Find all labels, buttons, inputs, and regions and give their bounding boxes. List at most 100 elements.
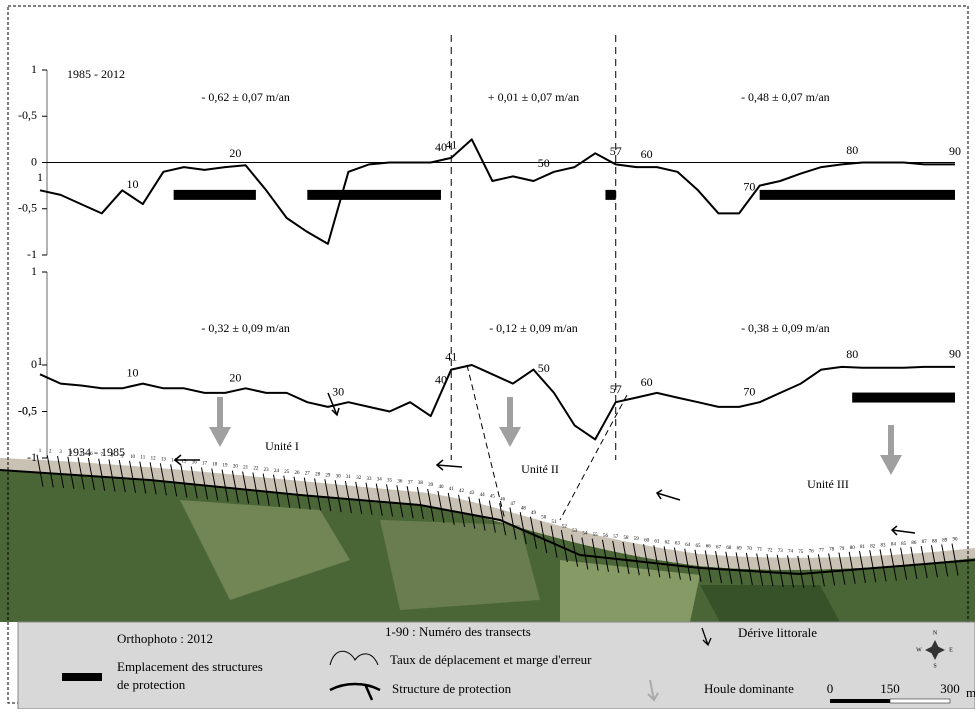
scale-bar (890, 699, 950, 703)
transect-number: 17 (202, 462, 208, 467)
transect-number: 82 (870, 544, 876, 549)
legend-text: Emplacement des structures (117, 659, 263, 674)
transect-number: 72 (767, 548, 773, 553)
transect-label: 50 (538, 361, 550, 375)
transect-number: 85 (901, 542, 907, 547)
transect-number: 52 (562, 524, 568, 529)
y-tick-label: 1 (31, 264, 37, 278)
rate-annotation: - 0,48 ± 0,07 m/an (741, 90, 830, 104)
transect-number: 66 (706, 545, 712, 550)
protection-bar (852, 393, 955, 403)
scale-label: 300 (940, 681, 960, 696)
scale-label: 150 (880, 681, 900, 696)
legend-text: Houle dominante (704, 681, 794, 696)
figure: 1234567891011121314151617181920212223242… (0, 0, 975, 709)
transect-number: 56 (603, 534, 609, 539)
transect-number: 76 (809, 549, 815, 554)
unit-label: Unité III (807, 477, 849, 491)
transect-number: 71 (757, 548, 763, 553)
transect-number: 34 (377, 478, 383, 483)
field (380, 520, 540, 610)
transect-number: 20 (233, 465, 239, 470)
transect-number: 38 (418, 481, 424, 486)
transect-number: 74 (788, 550, 794, 555)
transect-number: 35 (387, 479, 393, 484)
transect-label: 1 (37, 170, 43, 184)
transect-number: 48 (521, 506, 527, 511)
transect-number: 26 (295, 471, 301, 476)
scale-label: m (966, 685, 975, 700)
transect-number: 22 (253, 467, 259, 472)
y-tick-label: -1 (27, 247, 37, 261)
transect-label: 57 (610, 144, 622, 158)
legend-text: Dérive littorale (738, 625, 817, 640)
transect-number: 61 (654, 539, 660, 544)
protection-bar (605, 190, 615, 200)
transect-number: 79 (839, 547, 845, 552)
transect-label: 80 (846, 143, 858, 157)
transect-number: 51 (552, 520, 558, 525)
transect-number: 77 (819, 548, 825, 553)
compass-label: E (949, 647, 953, 653)
legend-text: Taux de déplacement et marge d'erreur (390, 652, 592, 667)
transect-number: 39 (428, 483, 434, 488)
transect-label: 30 (332, 188, 344, 202)
transect-number: 75 (798, 550, 804, 555)
transect-number: 36 (397, 479, 403, 484)
transect-label: 90 (949, 144, 961, 158)
transect-number: 49 (531, 511, 537, 516)
transect-number: 47 (510, 502, 516, 507)
transect-number: 89 (942, 539, 948, 544)
transect-number: 25 (284, 470, 290, 475)
transect-number: 87 (922, 540, 928, 545)
transect-number: 18 (212, 463, 218, 468)
rate-annotation: - 0,32 ± 0,09 m/an (201, 321, 290, 335)
transect-number: 78 (829, 548, 835, 553)
period-label: 1934 - 1985 (67, 445, 125, 459)
compass-label: S (933, 663, 936, 669)
y-tick-label: -0,5 (18, 201, 37, 215)
transect-number: 57 (613, 535, 619, 540)
y-tick-label: -0,5 (18, 108, 37, 122)
transect-number: 31 (346, 475, 352, 480)
transect-number: 50 (541, 515, 547, 520)
protection-bar (307, 190, 441, 200)
transect-number: 62 (665, 541, 671, 546)
scale-bar (830, 699, 890, 703)
transect-number: 21 (243, 466, 249, 471)
transect-label: 80 (846, 347, 858, 361)
y-tick-label: -1 (27, 450, 37, 464)
transect-number: 33 (366, 477, 372, 482)
transect-label: 60 (641, 375, 653, 389)
transect-label: 50 (538, 156, 550, 170)
rate-annotation: - 0,38 ± 0,09 m/an (741, 321, 830, 335)
y-tick-label: 0 (31, 154, 37, 168)
unit-label: Unité I (265, 439, 299, 453)
transect-number: 24 (274, 469, 280, 474)
transect-label: 20 (229, 146, 241, 160)
transect-number: 64 (685, 543, 691, 548)
transect-number: 23 (264, 468, 270, 473)
period-label: 1985 - 2012 (67, 67, 125, 81)
transect-number: 63 (675, 542, 681, 547)
rate-annotation: - 0,62 ± 0,07 m/an (201, 90, 290, 104)
transect-number: 70 (747, 547, 753, 552)
scale-label: 0 (827, 681, 834, 696)
protection-bar (760, 190, 955, 200)
transect-number: 13 (161, 457, 167, 462)
transect-label: 30 (332, 384, 344, 398)
legend-text: Structure de protection (392, 681, 512, 696)
transect-number: 11 (140, 456, 145, 461)
transect-number: 45 (490, 495, 496, 500)
transect-number: 28 (315, 473, 321, 478)
transect-number: 67 (716, 545, 722, 550)
transect-number: 16 (192, 461, 198, 466)
protection-bar (174, 190, 256, 200)
legend-text: de protection (117, 677, 186, 692)
rate-annotation: - 0,12 ± 0,09 m/an (489, 321, 578, 335)
transect-label: 70 (743, 179, 755, 193)
compass-label: N (933, 630, 938, 636)
transect-label: 41 (445, 349, 457, 363)
transect-number: 27 (305, 472, 311, 477)
legend-text: Orthophoto : 2012 (117, 631, 213, 646)
